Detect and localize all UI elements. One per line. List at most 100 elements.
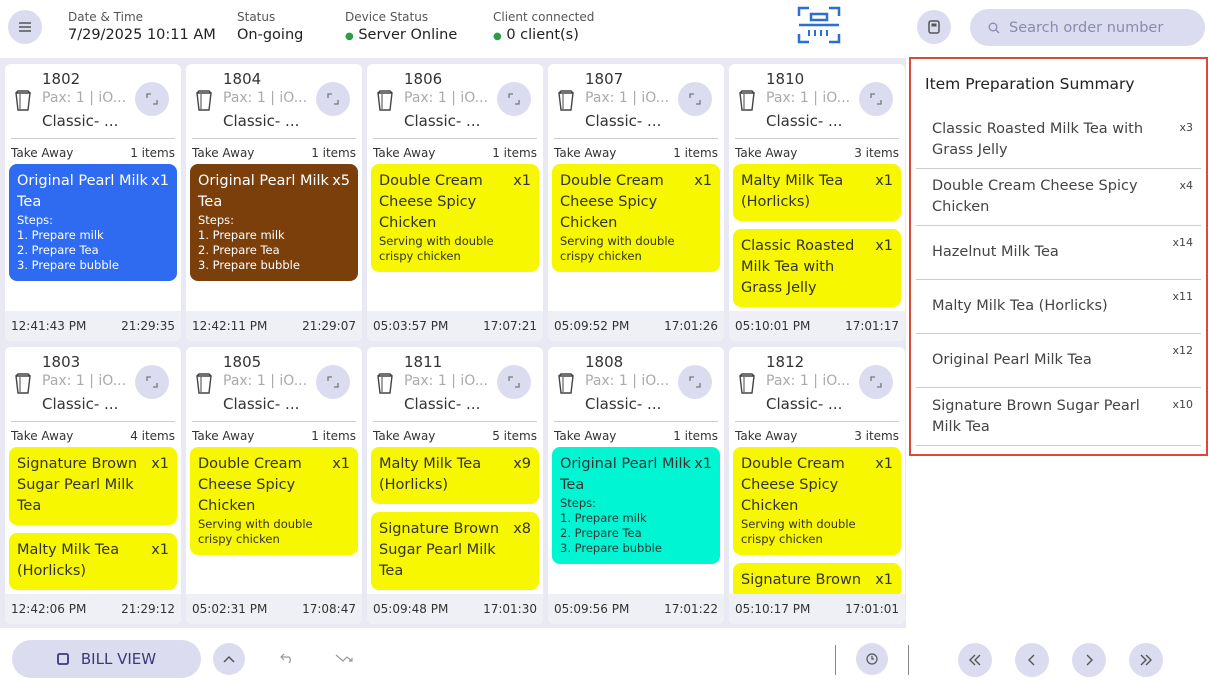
history-button[interactable]	[856, 643, 888, 675]
icon	[1140, 654, 1152, 666]
item[interactable]: Double Cream Cheese Spicy Chicken x1 Servi…	[552, 164, 720, 272]
label: BILL VIEW	[80, 650, 157, 668]
item-qty: x1	[151, 542, 169, 558]
item-count: 1 items	[673, 146, 718, 160]
order-card[interactable]: 1812 Pax: 1 | iO... Classic- ... Take Away 3…	[729, 347, 905, 624]
value: ● 0 client(s)	[493, 27, 579, 43]
first-page-button[interactable]	[958, 643, 992, 677]
order-card[interactable]: 1803 Pax: 1 | iO... Classic- ... Take Away 4…	[5, 347, 181, 624]
order-type: Take Away	[11, 429, 74, 443]
items: Double Cream Cheese Spicy Chicken x1 Servi…	[733, 447, 901, 594]
order-card[interactable]: 1806 Pax: 1 | iO... Classic- ... Take Away 1…	[367, 64, 543, 341]
item-count: 1 items	[311, 429, 356, 443]
icon	[866, 653, 878, 665]
up-button[interactable]	[213, 643, 245, 675]
type-row: Take Away 3 items	[735, 429, 899, 443]
item[interactable]: Classic Roasted Milk Tea with Grass Jell…	[733, 229, 901, 307]
order-card[interactable]: 1810 Pax: 1 | iO... Classic- ... Take Away 3…	[729, 64, 905, 341]
item-head: Double Cream Cheese Spicy Chicken x1	[741, 454, 893, 517]
summary-item-qty: x12	[1172, 344, 1193, 357]
card-footer: 05:09:48 PM 17:01:30	[367, 594, 543, 624]
item[interactable]: Signature Brown Sugar Pearl Milk Tea x1	[9, 447, 177, 525]
item[interactable]: Original Pearl Milk Tea x5 Steps: 1. Prepar…	[190, 164, 358, 281]
card-footer: 12:41:43 PM 21:29:35	[5, 311, 181, 341]
summary-row: Malty Milk Tea (Horlicks) x11	[916, 280, 1201, 334]
expand-button[interactable]	[859, 82, 893, 116]
icon	[327, 93, 339, 105]
search-box[interactable]: Search order number	[970, 9, 1205, 46]
order-name: Classic- ...	[404, 395, 481, 413]
icon	[327, 376, 339, 388]
icon	[928, 20, 940, 34]
expand-button[interactable]	[678, 82, 712, 116]
order-name: Classic- ...	[223, 112, 300, 130]
card-footer: 05:02:31 PM 17:08:47	[186, 594, 362, 624]
item[interactable]: Double Cream Cheese Spicy Chicken x1 Servi…	[371, 164, 539, 272]
cup-icon	[196, 90, 212, 111]
start-time: 12:42:11 PM	[192, 319, 268, 333]
elapsed-time: 17:01:30	[483, 602, 537, 616]
item[interactable]: Signature Brown Sugar Pearl Milk Tea x8	[371, 512, 539, 590]
summary-item-qty: x3	[1179, 121, 1193, 134]
order-card[interactable]: 1802 Pax: 1 | iO... Classic- ... Take Away 1…	[5, 64, 181, 341]
expand-button[interactable]	[135, 365, 169, 399]
item[interactable]: Double Cream Cheese Spicy Chicken x1 Servi…	[733, 447, 901, 555]
icon	[689, 376, 701, 388]
item[interactable]: Malty Milk Tea (Horlicks) x1	[733, 164, 901, 221]
order-pax: Pax: 1 | iO...	[585, 373, 670, 389]
separator	[735, 421, 899, 422]
item-qty: x5	[332, 173, 350, 189]
order-card[interactable]: 1811 Pax: 1 | iO... Classic- ... Take Away 5…	[367, 347, 543, 624]
bill-view-button[interactable]: BILL VIEW	[12, 640, 201, 678]
item-name: Signature Brown	[741, 572, 862, 588]
summary-item-qty: x10	[1172, 398, 1193, 411]
prev-page-button[interactable]	[1015, 643, 1049, 677]
item-name: Double Cream Cheese Spicy Chicken	[560, 173, 664, 231]
steps-label: Steps:	[17, 213, 54, 227]
order-card[interactable]: 1804 Pax: 1 | iO... Classic- ... Take Away 1…	[186, 64, 362, 341]
steps-label: Steps:	[560, 496, 597, 510]
cup	[375, 90, 395, 116]
item-name: Original Pearl Milk Tea	[17, 173, 148, 210]
icon	[508, 376, 520, 388]
undo-button[interactable]	[280, 652, 294, 664]
scan-icon[interactable]	[797, 4, 841, 46]
order-card[interactable]: 1807 Pax: 1 | iO... Classic- ... Take Away 1…	[548, 64, 724, 341]
value: ● Server Online	[345, 27, 458, 43]
item[interactable]: Original Pearl Milk Tea x1 Steps: 1. Prepar…	[552, 447, 720, 564]
item-head: Original Pearl Milk Tea x1	[560, 454, 712, 496]
next-page-button[interactable]	[1072, 643, 1106, 677]
order-card[interactable]: 1808 Pax: 1 | iO... Classic- ... Take Away 1…	[548, 347, 724, 624]
expand-button[interactable]	[135, 82, 169, 116]
expand-button[interactable]	[316, 82, 350, 116]
expand-button[interactable]	[859, 365, 893, 399]
expand-button[interactable]	[497, 365, 531, 399]
menu-button[interactable]	[8, 10, 42, 44]
order-card[interactable]: 1805 Pax: 1 | iO... Classic- ... Take Away 1…	[186, 347, 362, 624]
item[interactable]: Double Cream Cheese Spicy Chicken x1 Servi…	[190, 447, 358, 555]
client-block: Client connected ● 0 client(s)	[493, 10, 594, 43]
divider	[835, 645, 836, 675]
item[interactable]: Malty Milk Tea (Horlicks) x1	[9, 533, 177, 590]
elapsed-time: 17:01:01	[845, 602, 899, 616]
item-qty: x9	[513, 456, 531, 472]
calculator-button[interactable]	[917, 10, 951, 44]
item-qty: x8	[513, 521, 531, 537]
order-pax: Pax: 1 | iO...	[766, 90, 851, 106]
type-row: Take Away 3 items	[735, 146, 899, 160]
type-row: Take Away 1 items	[11, 146, 175, 160]
last-page-button[interactable]	[1129, 643, 1163, 677]
item-head: Classic Roasted Milk Tea with Grass Jell…	[741, 236, 893, 299]
expand-button[interactable]	[678, 365, 712, 399]
cup-icon	[558, 90, 574, 111]
order-name: Classic- ...	[585, 395, 662, 413]
step: 1. Prepare milk	[198, 228, 285, 242]
item[interactable]: Signature Brown x1	[733, 563, 901, 594]
item[interactable]: Malty Milk Tea (Horlicks) x9	[371, 447, 539, 504]
item[interactable]: Original Pearl Milk Tea x1 Steps: 1. Prepar…	[9, 164, 177, 281]
expand-button[interactable]	[497, 82, 531, 116]
expand-button[interactable]	[316, 365, 350, 399]
separator	[11, 138, 175, 139]
redo-button[interactable]	[335, 652, 353, 664]
icon	[508, 93, 520, 105]
